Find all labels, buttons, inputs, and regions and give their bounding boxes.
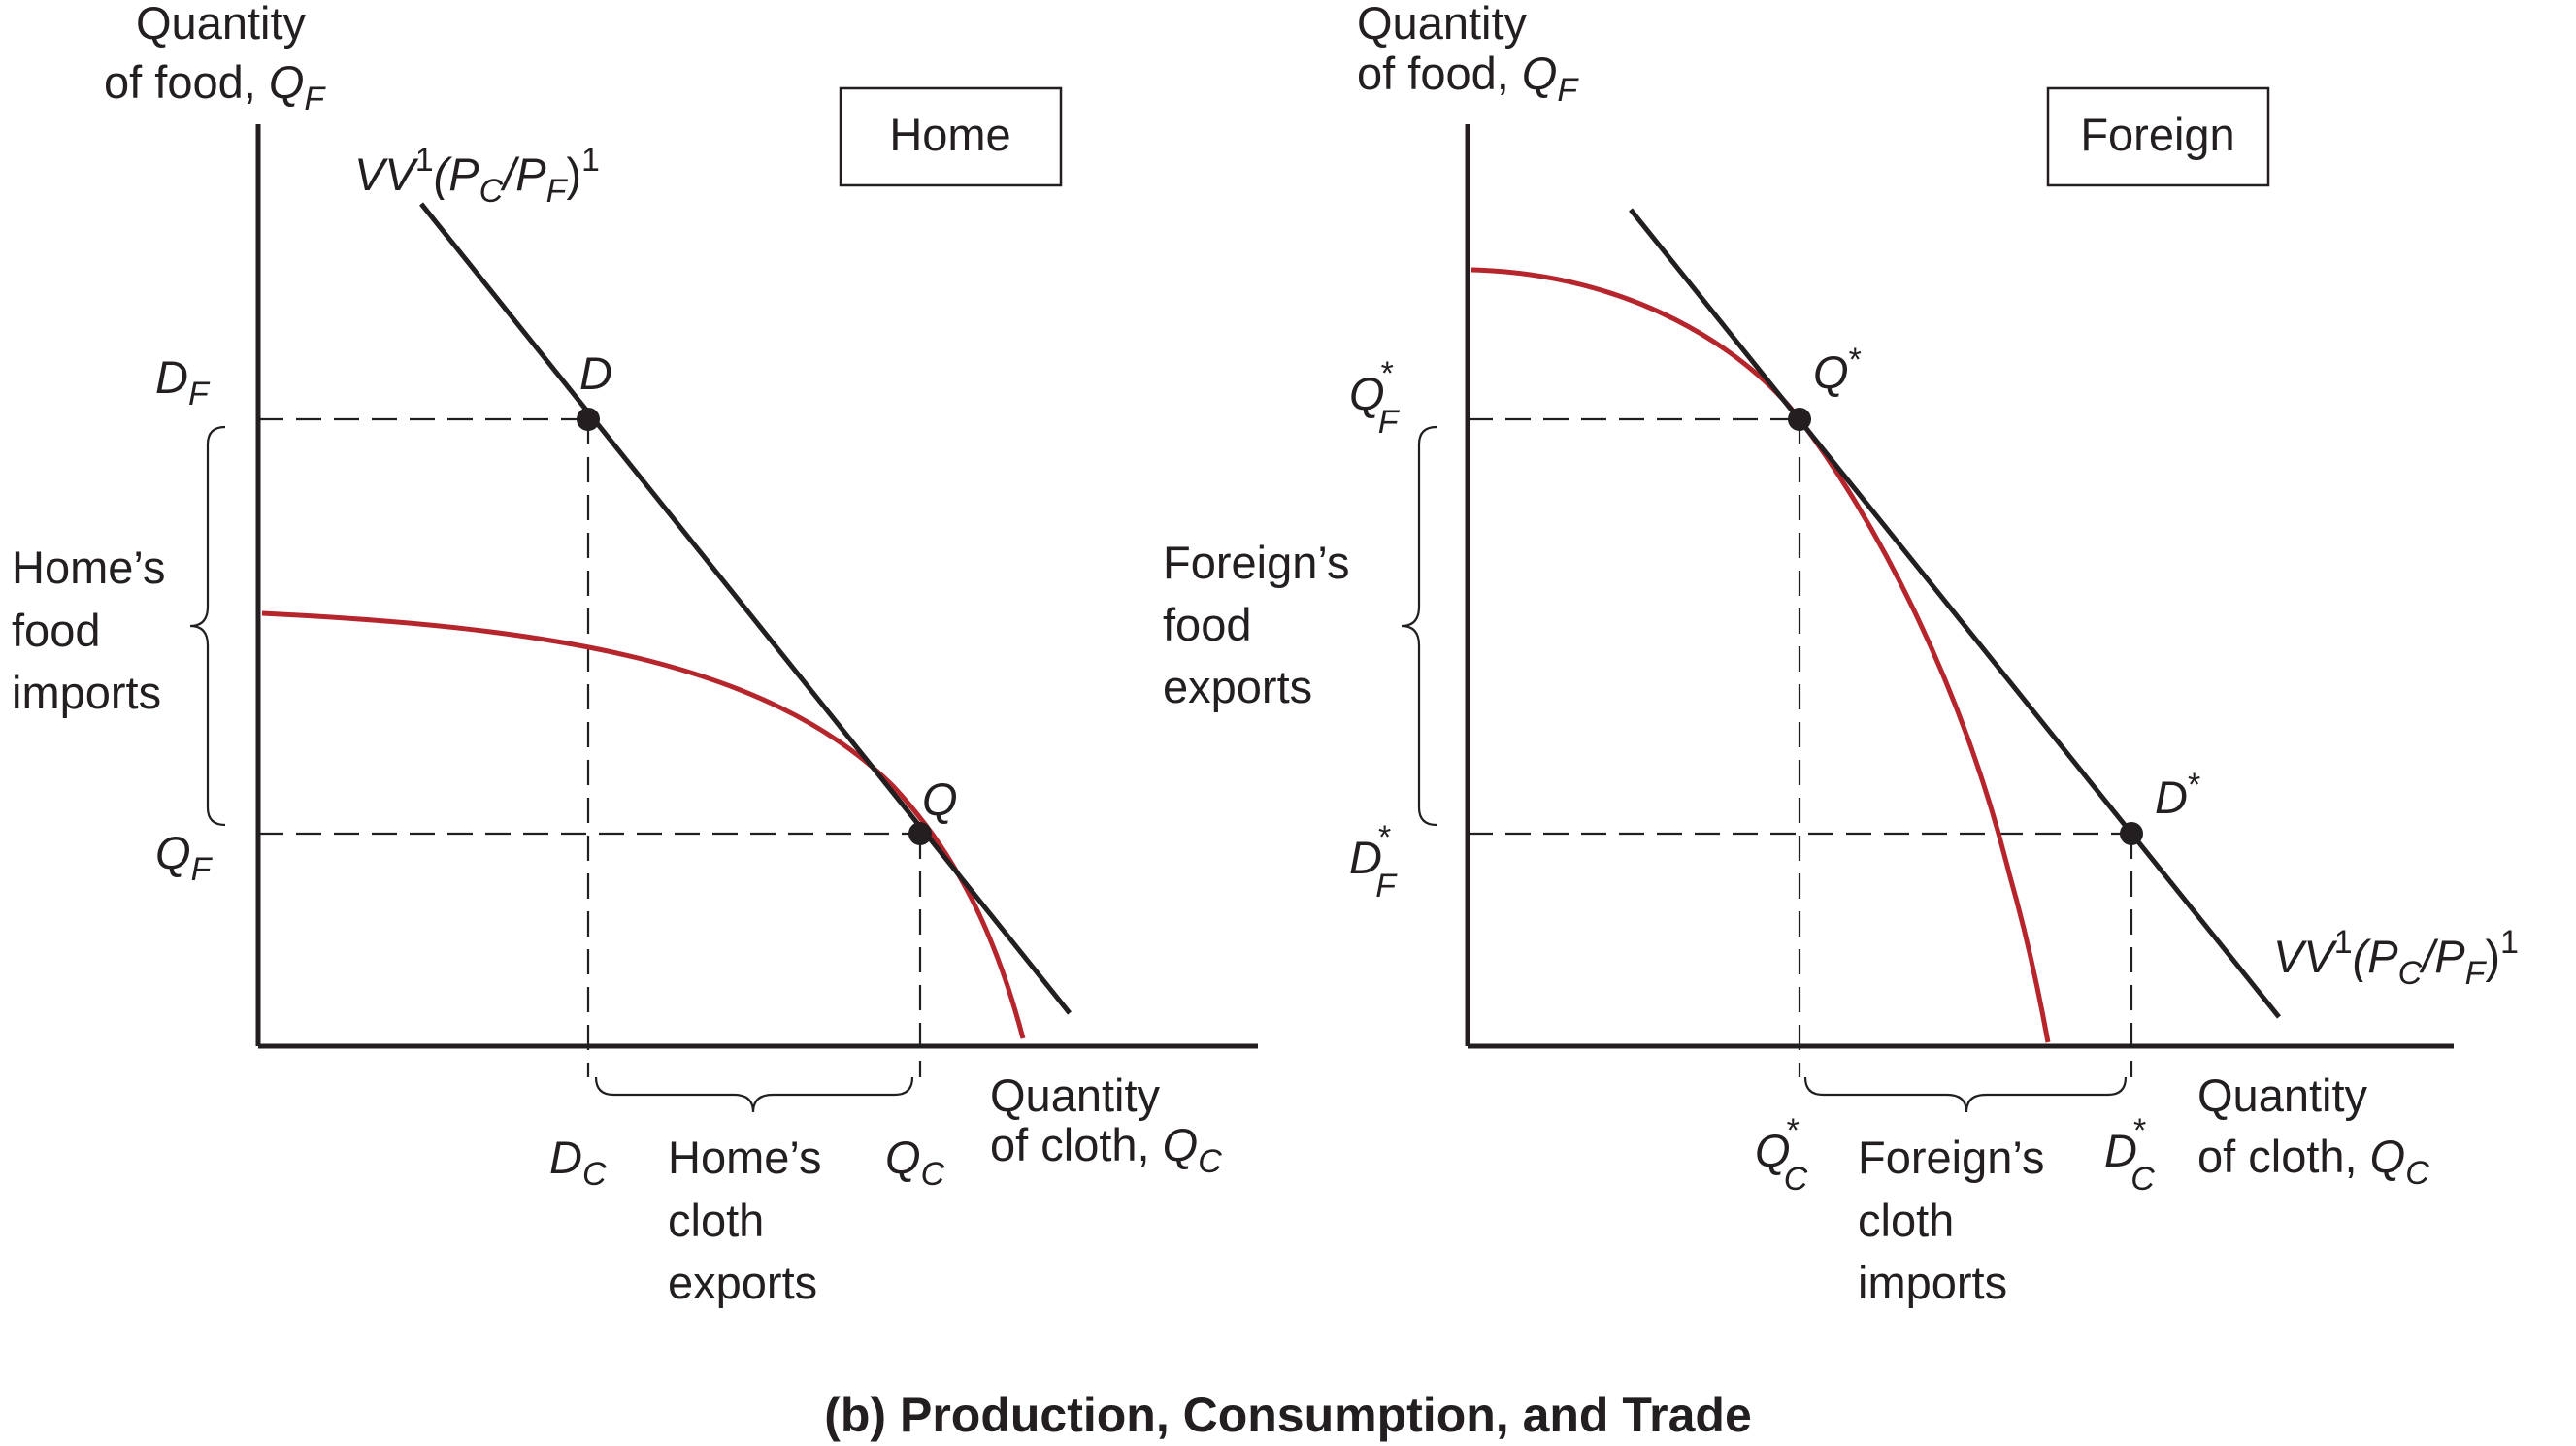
home-x-axis-title-line1: Quantity	[990, 1069, 1161, 1121]
home-production-possibility-frontier	[261, 610, 1026, 1039]
foreign-imports-brace	[1803, 1076, 2128, 1113]
foreign-imports-line2: cloth	[1858, 1195, 1954, 1246]
home-QC-label: QC	[885, 1132, 945, 1193]
foreign-production-possibility-frontier	[1470, 267, 2051, 1043]
home-label: Home	[889, 109, 1010, 160]
foreign-point-Q-star-label: Q*	[1813, 342, 1862, 398]
home-imports-line1: Home’s	[12, 542, 165, 593]
foreign-point-Q-star	[1788, 408, 1811, 431]
home-x-axis-title-line2: of cloth, QC	[990, 1119, 1222, 1180]
home-y-axis-title-line1: Quantity	[136, 0, 307, 49]
home-QF-label: QF	[155, 827, 214, 888]
home-exports-brace	[594, 1076, 914, 1113]
home-isovalue-line-label: VV1(PC/PF)1	[354, 142, 600, 210]
home-DF-label: DF	[155, 351, 211, 412]
foreign-exports-brace	[1401, 425, 1437, 827]
foreign-imports-line3: imports	[1858, 1257, 2007, 1308]
home-exports-line2: cloth	[668, 1195, 764, 1246]
foreign-exports-line3: exports	[1163, 661, 1312, 712]
foreign-x-axis-title-line1: Quantity	[2197, 1069, 2368, 1121]
home-point-Q	[908, 822, 932, 845]
figure-caption: (b) Production, Consumption, and Trade	[824, 1388, 1752, 1442]
home-label-box	[839, 86, 1063, 187]
home-point-D	[577, 408, 600, 431]
home-imports-brace	[189, 425, 226, 827]
home-DC-label: DC	[549, 1132, 607, 1193]
home-imports-line3: imports	[12, 667, 161, 718]
home-y-axis-title-line2: of food, QF	[104, 56, 326, 117]
foreign-label-box	[2046, 86, 2270, 187]
home-panel: Quantity of food, QF Home D Q VV1(PC/PF)…	[12, 0, 1258, 1308]
foreign-isovalue-line-label: VV1(PC/PF)1	[2273, 924, 2519, 992]
home-isovalue-line	[419, 202, 1072, 1015]
foreign-point-D-star	[2120, 822, 2143, 845]
home-exports-line1: Home’s	[668, 1132, 821, 1183]
home-exports-line3: exports	[668, 1257, 817, 1308]
foreign-exports-line1: Foreign’s	[1163, 537, 1349, 588]
foreign-exports-line2: food	[1163, 599, 1251, 650]
foreign-DF-star-label: D* F	[1349, 819, 1398, 904]
foreign-QF-star-label: Q* F	[1349, 355, 1401, 441]
foreign-imports-line1: Foreign’s	[1858, 1132, 2044, 1183]
foreign-QC-star-label: Q* C	[1755, 1112, 1808, 1198]
foreign-isovalue-line	[1629, 208, 2281, 1019]
home-imports-line2: food	[12, 605, 100, 656]
foreign-point-D-star-label: D*	[2155, 767, 2200, 823]
foreign-x-axis-title-line2: of cloth, QC	[2197, 1131, 2429, 1192]
foreign-DC-star-label: D* C	[2104, 1112, 2155, 1198]
foreign-y-axis-title-line1: Quantity	[1357, 0, 1528, 49]
foreign-label: Foreign	[2080, 109, 2234, 160]
foreign-panel: Quantity of food, QF Foreign Q* D* Q* F D…	[1163, 0, 2519, 1308]
foreign-y-axis-title-line2: of food, QF	[1357, 48, 1579, 109]
home-point-D-label: D	[579, 347, 612, 399]
home-point-Q-label: Q	[922, 773, 958, 825]
